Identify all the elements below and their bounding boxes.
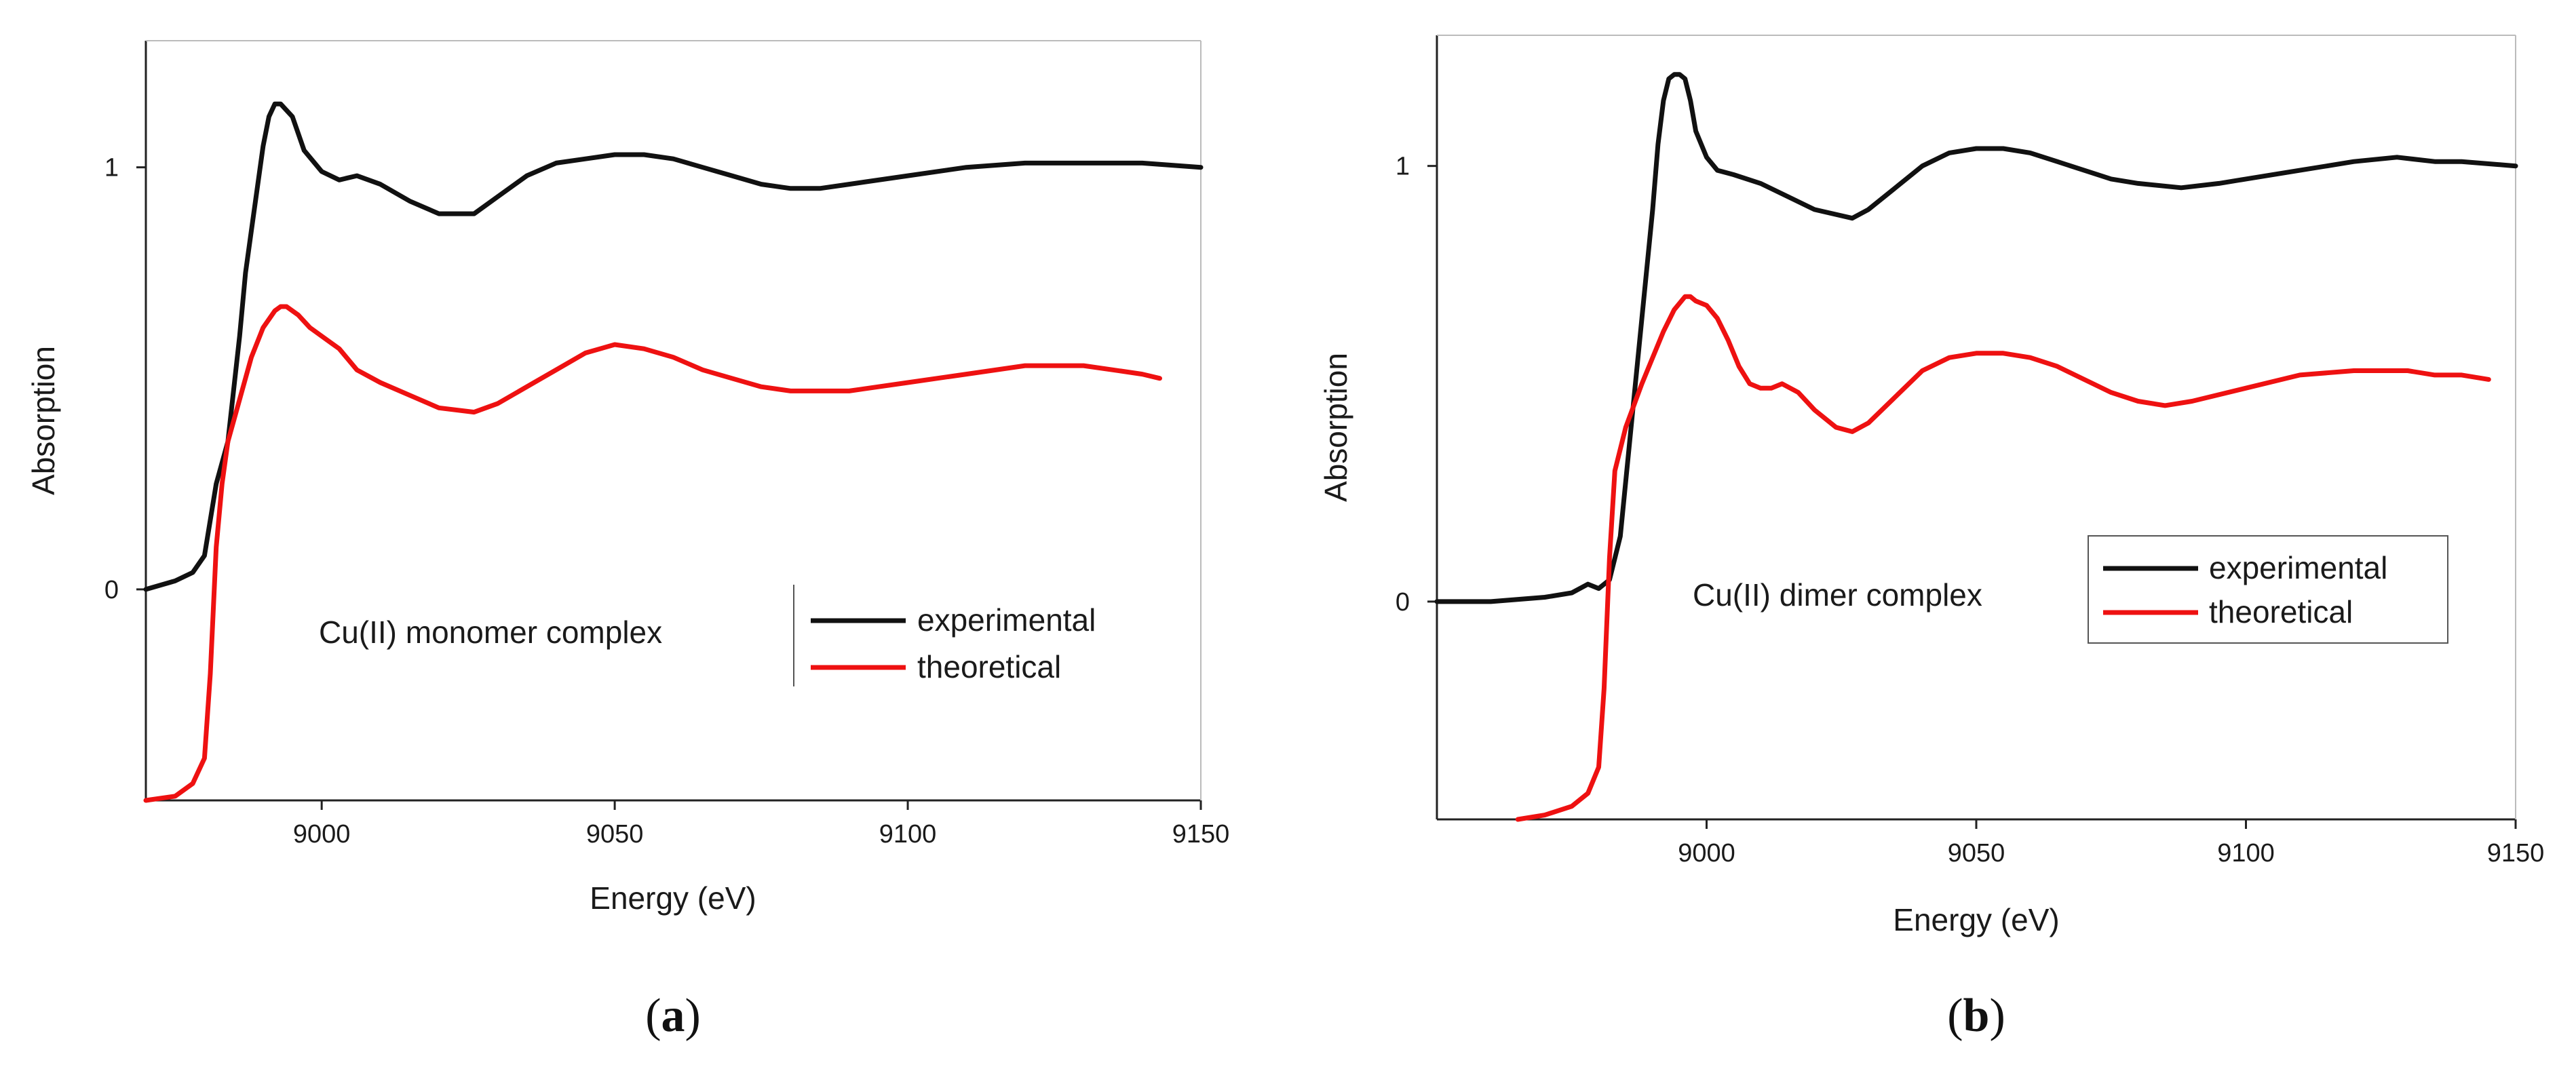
panel-b-legend-frame — [2088, 535, 2448, 644]
panel-a-theoretical-line — [143, 304, 1162, 803]
panel-a: 9000 9050 9100 9150 01 Cu(II) monomer compl… — [26, 40, 1229, 1042]
panel-a-x-tick-label-9100: 9100 — [879, 820, 937, 849]
panel-a-y-ticks: 01 — [104, 154, 146, 604]
panel-a-x-axis-label: Energy (eV) — [590, 880, 756, 916]
panel-b-y-tick-label-1: 1 — [1396, 153, 1410, 181]
panel-b-legend-label-theoretical: theoretical — [2209, 594, 2353, 629]
panel-b-x-tick-label-9000: 9000 — [1678, 839, 1735, 868]
panel-b-x-tick-label-9050: 9050 — [1948, 839, 2005, 868]
panel-b: 9000 9050 9100 9150 01 Cu(II) dimer complex… — [1318, 35, 2544, 1042]
panel-b-x-ticks: 9000 9050 9100 9150 — [1678, 819, 2544, 868]
panel-a-legend: experimental theoretical — [793, 585, 1096, 686]
panel-a-legend-label-experimental: experimental — [917, 602, 1096, 638]
panel-a-y-tick-label-1: 1 — [104, 154, 119, 182]
panel-b-caption: (b) — [1947, 990, 2005, 1042]
panel-b-x-tick-label-9150: 9150 — [2487, 839, 2545, 868]
panel-a-y-axis-label: Absorption — [26, 346, 61, 495]
panel-a-legend-label-theoretical: theoretical — [917, 649, 1061, 684]
panel-a-caption: (a) — [645, 990, 701, 1042]
panel-b-y-axis-label: Absorption — [1318, 353, 1353, 502]
panel-b-theoretical-line — [1515, 294, 2491, 822]
panel-b-y-tick-label-0: 0 — [1396, 588, 1410, 617]
panel-a-y-tick-label-0: 0 — [104, 576, 119, 604]
panel-a-experimental-line — [143, 101, 1204, 592]
panel-a-x-ticks: 9000 9050 9100 9150 — [293, 800, 1229, 849]
panel-b-legend: experimental theoretical — [2088, 535, 2448, 644]
panel-a-x-tick-label-9000: 9000 — [293, 820, 351, 849]
panel-b-annotation: Cu(II) dimer complex — [1693, 577, 1982, 613]
panel-a-x-tick-label-9050: 9050 — [586, 820, 644, 849]
panel-a-annotation: Cu(II) monomer complex — [319, 615, 662, 650]
panel-b-legend-label-experimental: experimental — [2209, 550, 2387, 585]
panel-b-y-ticks: 01 — [1396, 153, 1437, 617]
panel-a-x-tick-label-9150: 9150 — [1172, 820, 1230, 849]
panel-b-experimental-line — [1434, 72, 2518, 604]
panel-b-x-axis-label: Energy (eV) — [1893, 902, 2059, 937]
panel-b-x-tick-label-9100: 9100 — [2217, 839, 2275, 868]
